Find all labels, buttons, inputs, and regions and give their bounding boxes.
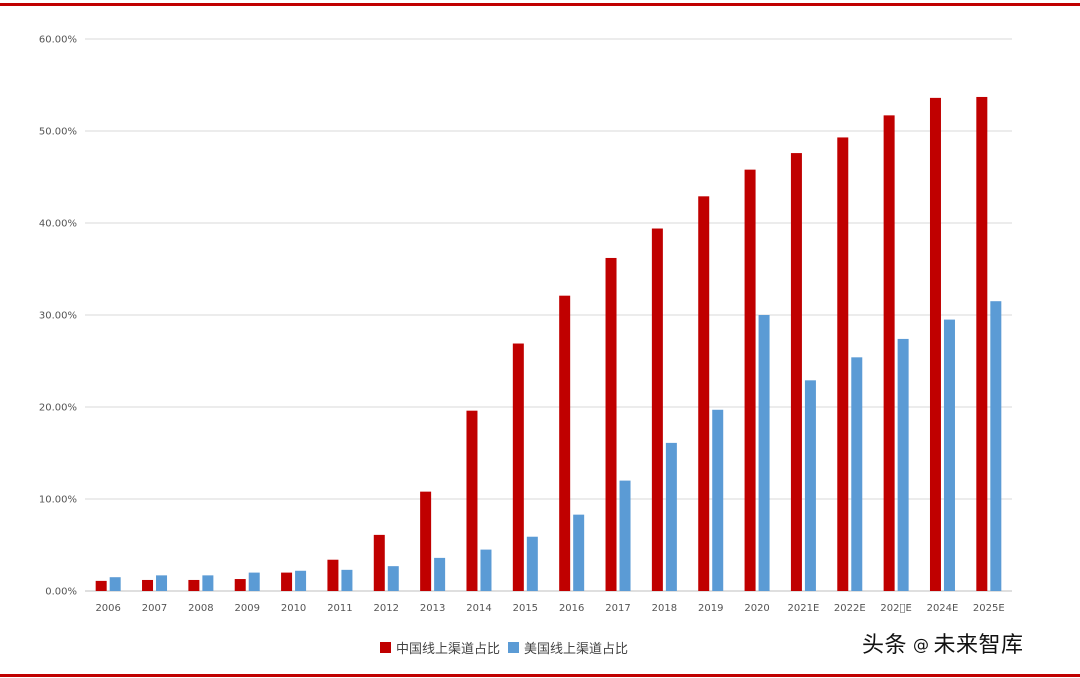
bar-usa-2018	[665, 442, 677, 591]
x-tick-label: 2009	[234, 603, 259, 614]
bar-usa-2015	[526, 536, 538, 591]
bar-china-2009	[234, 579, 246, 591]
bar-china-2019	[698, 196, 710, 591]
bar-china-2010	[281, 572, 293, 591]
x-tick-label: 2015	[513, 603, 538, 614]
y-tick-label: 50.00%	[39, 127, 77, 138]
bar-usa-2011	[341, 569, 353, 591]
x-tick-label: 2024E	[927, 603, 959, 614]
legend-item-usa: 美国线上渠道占比	[508, 638, 628, 657]
bar-usa-2008	[202, 575, 214, 591]
grid-lines	[85, 38, 1012, 592]
bar-usa-2024E	[943, 319, 955, 591]
bar-china-2020	[744, 169, 756, 591]
x-tick-label: 2020	[744, 603, 769, 614]
legend: 中国线上渠道占比 美国线上渠道占比	[380, 638, 636, 657]
y-tick-label: 10.00%	[39, 495, 77, 506]
x-tick-label: 2008	[188, 603, 213, 614]
x-tick-label: 2016	[559, 603, 584, 614]
x-tick-label: 202 E	[880, 603, 911, 614]
bar-china-2021E	[790, 153, 802, 591]
x-tick-label: 2022E	[834, 603, 866, 614]
bar-china-2007	[142, 579, 154, 591]
x-tick-label: 2025E	[973, 603, 1005, 614]
bar-usa-2007	[156, 575, 168, 591]
bars	[95, 96, 1002, 592]
bar-china-2023E	[883, 115, 895, 592]
x-tick-label: 2018	[652, 603, 677, 614]
x-axis-ticks: 2006 2007 2008 2009 2010 2011 2012 2013 2014 2015…	[95, 603, 1004, 614]
bar-usa-2009	[248, 572, 260, 591]
bar-china-2025E	[976, 96, 988, 592]
bar-usa-2014	[480, 549, 492, 591]
watermark-platform: 头条	[862, 633, 908, 658]
bottom-rule	[0, 674, 1080, 677]
legend-item-china: 中国线上渠道占比	[380, 638, 500, 657]
legend-label-usa: 美国线上渠道占比	[524, 642, 629, 657]
bar-china-2015	[512, 343, 524, 591]
bar-usa-2025E	[990, 301, 1002, 591]
bar-china-2013	[420, 491, 432, 591]
bar-china-2018	[651, 228, 663, 591]
legend-swatch-china	[380, 642, 391, 653]
bar-usa-2019	[712, 409, 724, 591]
watermark: 头条 @ 未来智库	[862, 627, 1024, 659]
x-tick-label: 2017	[605, 603, 630, 614]
bar-usa-2012	[387, 566, 399, 591]
bar-usa-2021E	[804, 380, 816, 591]
y-tick-label: 40.00%	[39, 219, 77, 230]
bar-usa-2017	[619, 480, 631, 591]
y-tick-label: 0.00%	[45, 587, 77, 598]
bar-china-2016	[559, 295, 571, 591]
y-axis-ticks: 0.00% 10.00% 20.00% 30.00% 40.00% 50.00% 60.00…	[39, 35, 77, 598]
x-tick-label: 2014	[466, 603, 491, 614]
bar-usa-2016	[573, 514, 585, 591]
legend-swatch-usa	[508, 642, 520, 653]
x-tick-label: 2007	[142, 603, 167, 614]
wechat-icon: @	[913, 635, 930, 654]
y-tick-label: 60.00%	[39, 35, 77, 46]
x-tick-label: 2012	[374, 603, 399, 614]
x-tick-label: 2019	[698, 603, 723, 614]
bar-usa-2020	[758, 315, 770, 591]
bar-usa-2010	[295, 570, 307, 591]
bar-china-2014	[466, 410, 478, 591]
bar-china-2012	[373, 534, 385, 591]
bar-usa-2023E	[897, 338, 909, 591]
bar-china-2017	[605, 257, 617, 591]
watermark-brand: 未来智库	[933, 633, 1024, 658]
top-rule	[0, 3, 1080, 6]
bar-usa-2006	[109, 577, 121, 591]
x-tick-label: 2006	[95, 603, 120, 614]
x-tick-label: 2013	[420, 603, 445, 614]
y-tick-label: 30.00%	[39, 311, 77, 322]
x-tick-label: 2011	[327, 603, 352, 614]
bar-china-2006	[95, 580, 107, 591]
bar-china-2008	[188, 579, 200, 591]
bar-usa-2022E	[851, 357, 863, 591]
bar-china-2024E	[929, 97, 941, 591]
bar-china-2011	[327, 559, 339, 591]
legend-label-china: 中国线上渠道占比	[396, 642, 501, 657]
y-tick-label: 20.00%	[39, 403, 77, 414]
x-tick-label: 2021E	[788, 603, 820, 614]
x-tick-label: 2010	[281, 603, 306, 614]
bar-china-2022E	[837, 137, 849, 591]
bar-chart: 0.00% 10.00% 20.00% 30.00% 40.00% 50.00% 60.00…	[39, 35, 1012, 614]
bar-usa-2013	[434, 557, 446, 591]
